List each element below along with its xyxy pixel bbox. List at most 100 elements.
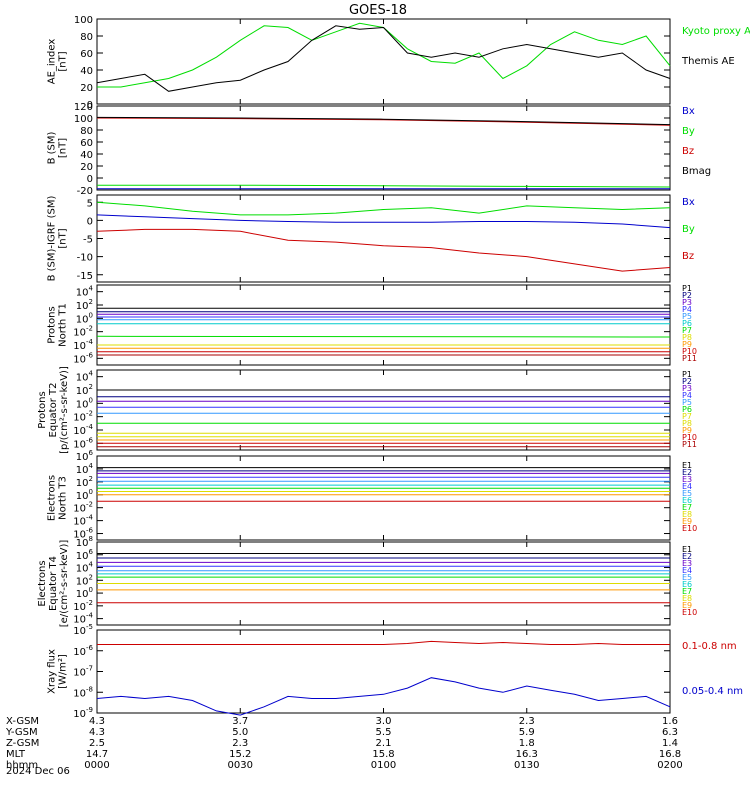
x-axis-row-label: Y-GSM — [5, 727, 38, 738]
legend-entry: Themis AE — [681, 56, 735, 67]
legend-entry: E5 — [682, 489, 692, 498]
y-tick-label: -20 — [77, 186, 93, 197]
x-axis-value: 4.3 — [89, 727, 105, 738]
legend-entry: Bmag — [682, 166, 711, 177]
y-axis-label: [p/(cm²-s-sr-keV)] — [59, 366, 70, 454]
y-tick-label: 10-2 — [73, 410, 93, 424]
x-axis-value: 0200 — [657, 760, 682, 771]
y-tick-label: 100 — [74, 114, 93, 125]
y-tick-label: 10-5 — [73, 623, 93, 637]
legend-entry: P4 — [682, 391, 692, 400]
series-line-by — [97, 184, 671, 188]
y-tick-label: 104 — [76, 370, 94, 384]
x-axis-row-label: hhmm — [6, 760, 38, 771]
y-tick-label: 100 — [76, 488, 93, 502]
x-axis-value: 16.3 — [516, 749, 538, 760]
series-line-p7 — [96, 335, 671, 338]
x-axis-row-label: Z-GSM — [6, 738, 39, 749]
y-tick-label: 104 — [76, 462, 94, 476]
y-axis-label: [e/(cm²-s-sr-keV)] — [59, 540, 70, 628]
plot-title: GOES-18 — [349, 3, 407, 18]
y-tick-label: -5 — [83, 235, 93, 246]
x-axis-value: 1.6 — [662, 716, 678, 727]
legend-entry: P5 — [682, 312, 692, 321]
x-axis-table: X-GSMY-GSMZ-GSMMLThhmm4.34.32.514.700003… — [5, 716, 683, 771]
series-line-bz — [96, 117, 671, 126]
x-axis-value: 2.5 — [89, 738, 105, 749]
x-axis-value: 0100 — [371, 760, 396, 771]
legend-entry: E7 — [682, 587, 692, 596]
legend-entry: P8 — [682, 419, 692, 428]
series-line-bz — [96, 228, 671, 272]
y-axis-label: Protons — [37, 391, 48, 428]
y-tick-label: 102 — [76, 383, 93, 397]
legend-entry: E8 — [682, 594, 692, 603]
x-axis-value: 15.2 — [229, 749, 251, 760]
y-axis-label: [W/m²] — [58, 654, 69, 689]
legend-entry: Bx — [682, 197, 695, 208]
legend-entry: P7 — [682, 412, 692, 421]
legend-entry: E1 — [682, 461, 692, 470]
x-axis-value: 5.9 — [519, 727, 535, 738]
y-tick-label: 100 — [76, 311, 93, 325]
legend-entry: P8 — [682, 333, 692, 342]
legend-entry: E9 — [682, 517, 692, 526]
y-tick-label: 40 — [80, 66, 93, 77]
legend-entry: P9 — [682, 340, 692, 349]
x-axis-value: 5.5 — [376, 727, 392, 738]
y-tick-label: 40 — [80, 150, 93, 161]
legend-entry: E8 — [682, 510, 692, 519]
legend-entry: Bx — [682, 106, 695, 117]
x-axis-row-label: X-GSM — [6, 716, 39, 727]
legend-entry: E4 — [682, 482, 692, 491]
legend-entry: P3 — [682, 384, 692, 393]
y-axis-label: [nT] — [58, 138, 69, 158]
y-tick-label: -15 — [77, 271, 93, 282]
y-tick-label: 10-4 — [73, 423, 93, 437]
x-axis-value: 0000 — [84, 760, 109, 771]
legend-entry: P6 — [682, 405, 692, 414]
y-tick-label: 0 — [87, 216, 93, 227]
x-axis-value: 1.4 — [662, 738, 678, 749]
y-axis-label: B (SM)-IGRF (SM) — [47, 196, 58, 282]
series-line-by — [96, 201, 671, 216]
legend-entry: E6 — [682, 580, 692, 589]
y-tick-label: 80 — [80, 32, 93, 43]
x-axis-value: 4.3 — [89, 716, 105, 727]
x-axis-value: 5.0 — [232, 727, 248, 738]
legend-entry: E6 — [682, 496, 692, 505]
y-axis-label: North T3 — [58, 476, 69, 520]
y-axis-label: Electrons — [37, 560, 48, 606]
legend-entry: P10 — [682, 433, 697, 442]
y-tick-label: 5 — [87, 198, 93, 209]
x-axis-value: 2.3 — [232, 738, 248, 749]
legend-entry: By — [682, 224, 695, 235]
legend-entry: E9 — [682, 601, 692, 610]
y-tick-label: 20 — [80, 162, 93, 173]
legend-entry: E3 — [682, 559, 692, 568]
legend-entry: 0.05-0.4 nm — [682, 686, 743, 697]
legend-entry: P1 — [682, 370, 692, 379]
legend-entry: P2 — [682, 291, 692, 300]
y-tick-label: 20 — [80, 83, 93, 94]
legend-entry: E10 — [682, 608, 697, 617]
panel-frame — [96, 369, 671, 451]
x-axis-value: 3.0 — [376, 716, 392, 727]
legend-entry: E2 — [682, 468, 692, 477]
x-axis-value: 2.1 — [376, 738, 392, 749]
legend-entry: 0.1-0.8 nm — [682, 641, 737, 652]
y-tick-label: 10-2 — [73, 325, 93, 339]
x-axis-value: 15.8 — [372, 749, 394, 760]
y-tick-label: 102 — [76, 298, 93, 312]
panel-frame — [96, 455, 671, 541]
y-axis-label: [nT] — [58, 51, 69, 71]
y-axis-label: [nT] — [58, 228, 69, 248]
legend-entry: E5 — [682, 573, 692, 582]
legend-entry: P10 — [682, 347, 697, 356]
